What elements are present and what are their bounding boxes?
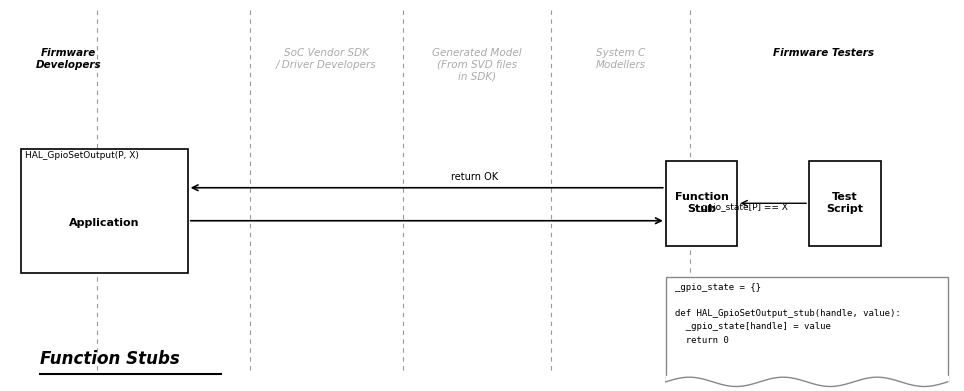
Text: Firmware Testers: Firmware Testers <box>773 48 874 58</box>
Text: HAL_GpioSetOutput(P, X): HAL_GpioSetOutput(P, X) <box>25 151 139 160</box>
Text: return OK: return OK <box>451 172 498 182</box>
Text: Generated Model
(From SVD files
in SDK): Generated Model (From SVD files in SDK) <box>432 48 522 81</box>
Text: SoC Vendor SDK
/ Driver Developers: SoC Vendor SDK / Driver Developers <box>276 48 377 70</box>
FancyBboxPatch shape <box>20 149 188 273</box>
Text: Test
Script: Test Script <box>826 192 864 214</box>
FancyBboxPatch shape <box>666 277 948 382</box>
Text: Application: Application <box>68 218 140 228</box>
Text: Function
Stub: Function Stub <box>675 192 729 214</box>
Text: _gpio_state[P] == X: _gpio_state[P] == X <box>697 203 788 212</box>
Text: Function Stubs: Function Stubs <box>40 350 179 368</box>
Text: Firmware
Developers: Firmware Developers <box>36 48 101 70</box>
FancyBboxPatch shape <box>666 161 737 246</box>
Text: System C
Modellers: System C Modellers <box>595 48 645 70</box>
Text: _gpio_state = {}

def HAL_GpioSetOutput_stub(handle, value):
  _gpio_state[handl: _gpio_state = {} def HAL_GpioSetOutput_s… <box>675 283 901 344</box>
FancyBboxPatch shape <box>809 161 881 246</box>
